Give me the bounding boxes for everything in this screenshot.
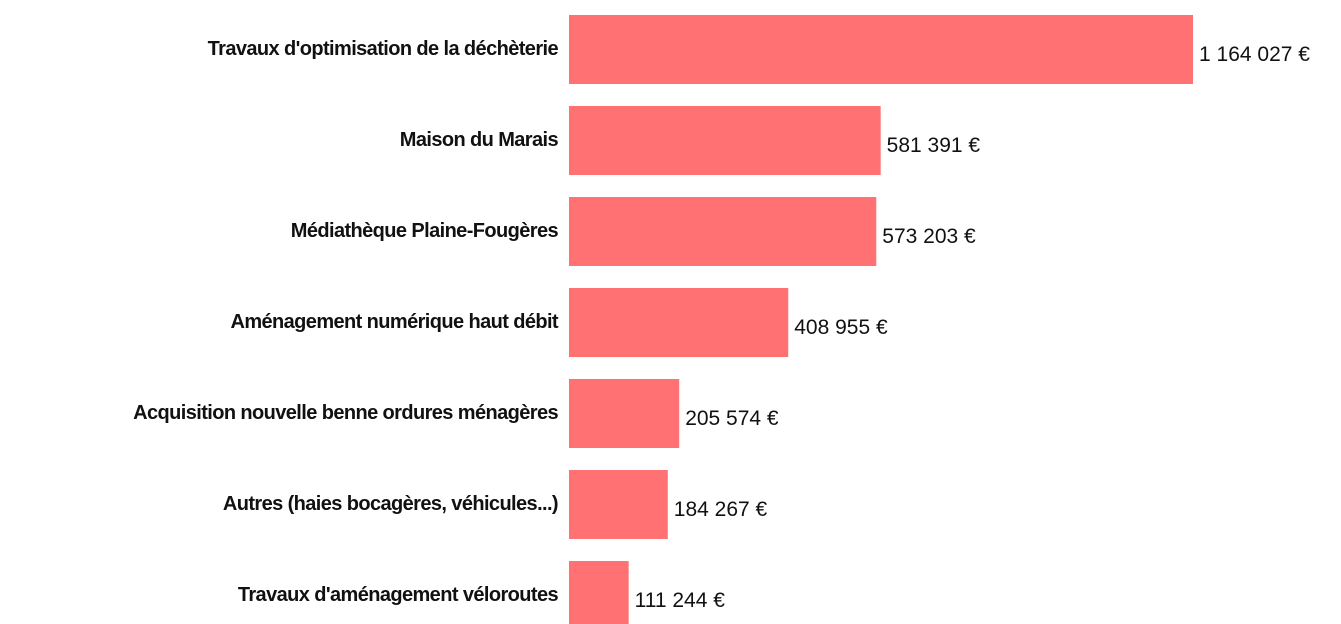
category-label: Acquisition nouvelle benne ordures ménag…: [133, 402, 558, 424]
value-label: 573 203 €: [882, 225, 976, 248]
category-label: Travaux d'optimisation de la déchèterie: [208, 38, 559, 60]
value-label: 408 955 €: [794, 316, 888, 339]
value-label: 184 267 €: [674, 498, 768, 521]
category-label: Maison du Marais: [400, 129, 559, 151]
bar: [569, 15, 1193, 84]
bar: [569, 379, 680, 448]
value-label: 111 244 €: [635, 589, 726, 612]
bar: [569, 106, 881, 175]
category-label: Médiathèque Plaine-Fougères: [291, 220, 559, 242]
bar: [569, 561, 629, 624]
bar: [569, 288, 789, 357]
value-label: 205 574 €: [685, 407, 779, 430]
category-label: Autres (haies bocagères, véhicules...): [223, 493, 558, 515]
bar: [569, 197, 877, 266]
category-label: Aménagement numérique haut débit: [230, 311, 558, 333]
value-label: 581 391 €: [887, 134, 981, 157]
category-label: Travaux d'aménagement véloroutes: [238, 584, 559, 606]
bar: [569, 470, 668, 539]
value-label: 1 164 027 €: [1199, 43, 1310, 66]
